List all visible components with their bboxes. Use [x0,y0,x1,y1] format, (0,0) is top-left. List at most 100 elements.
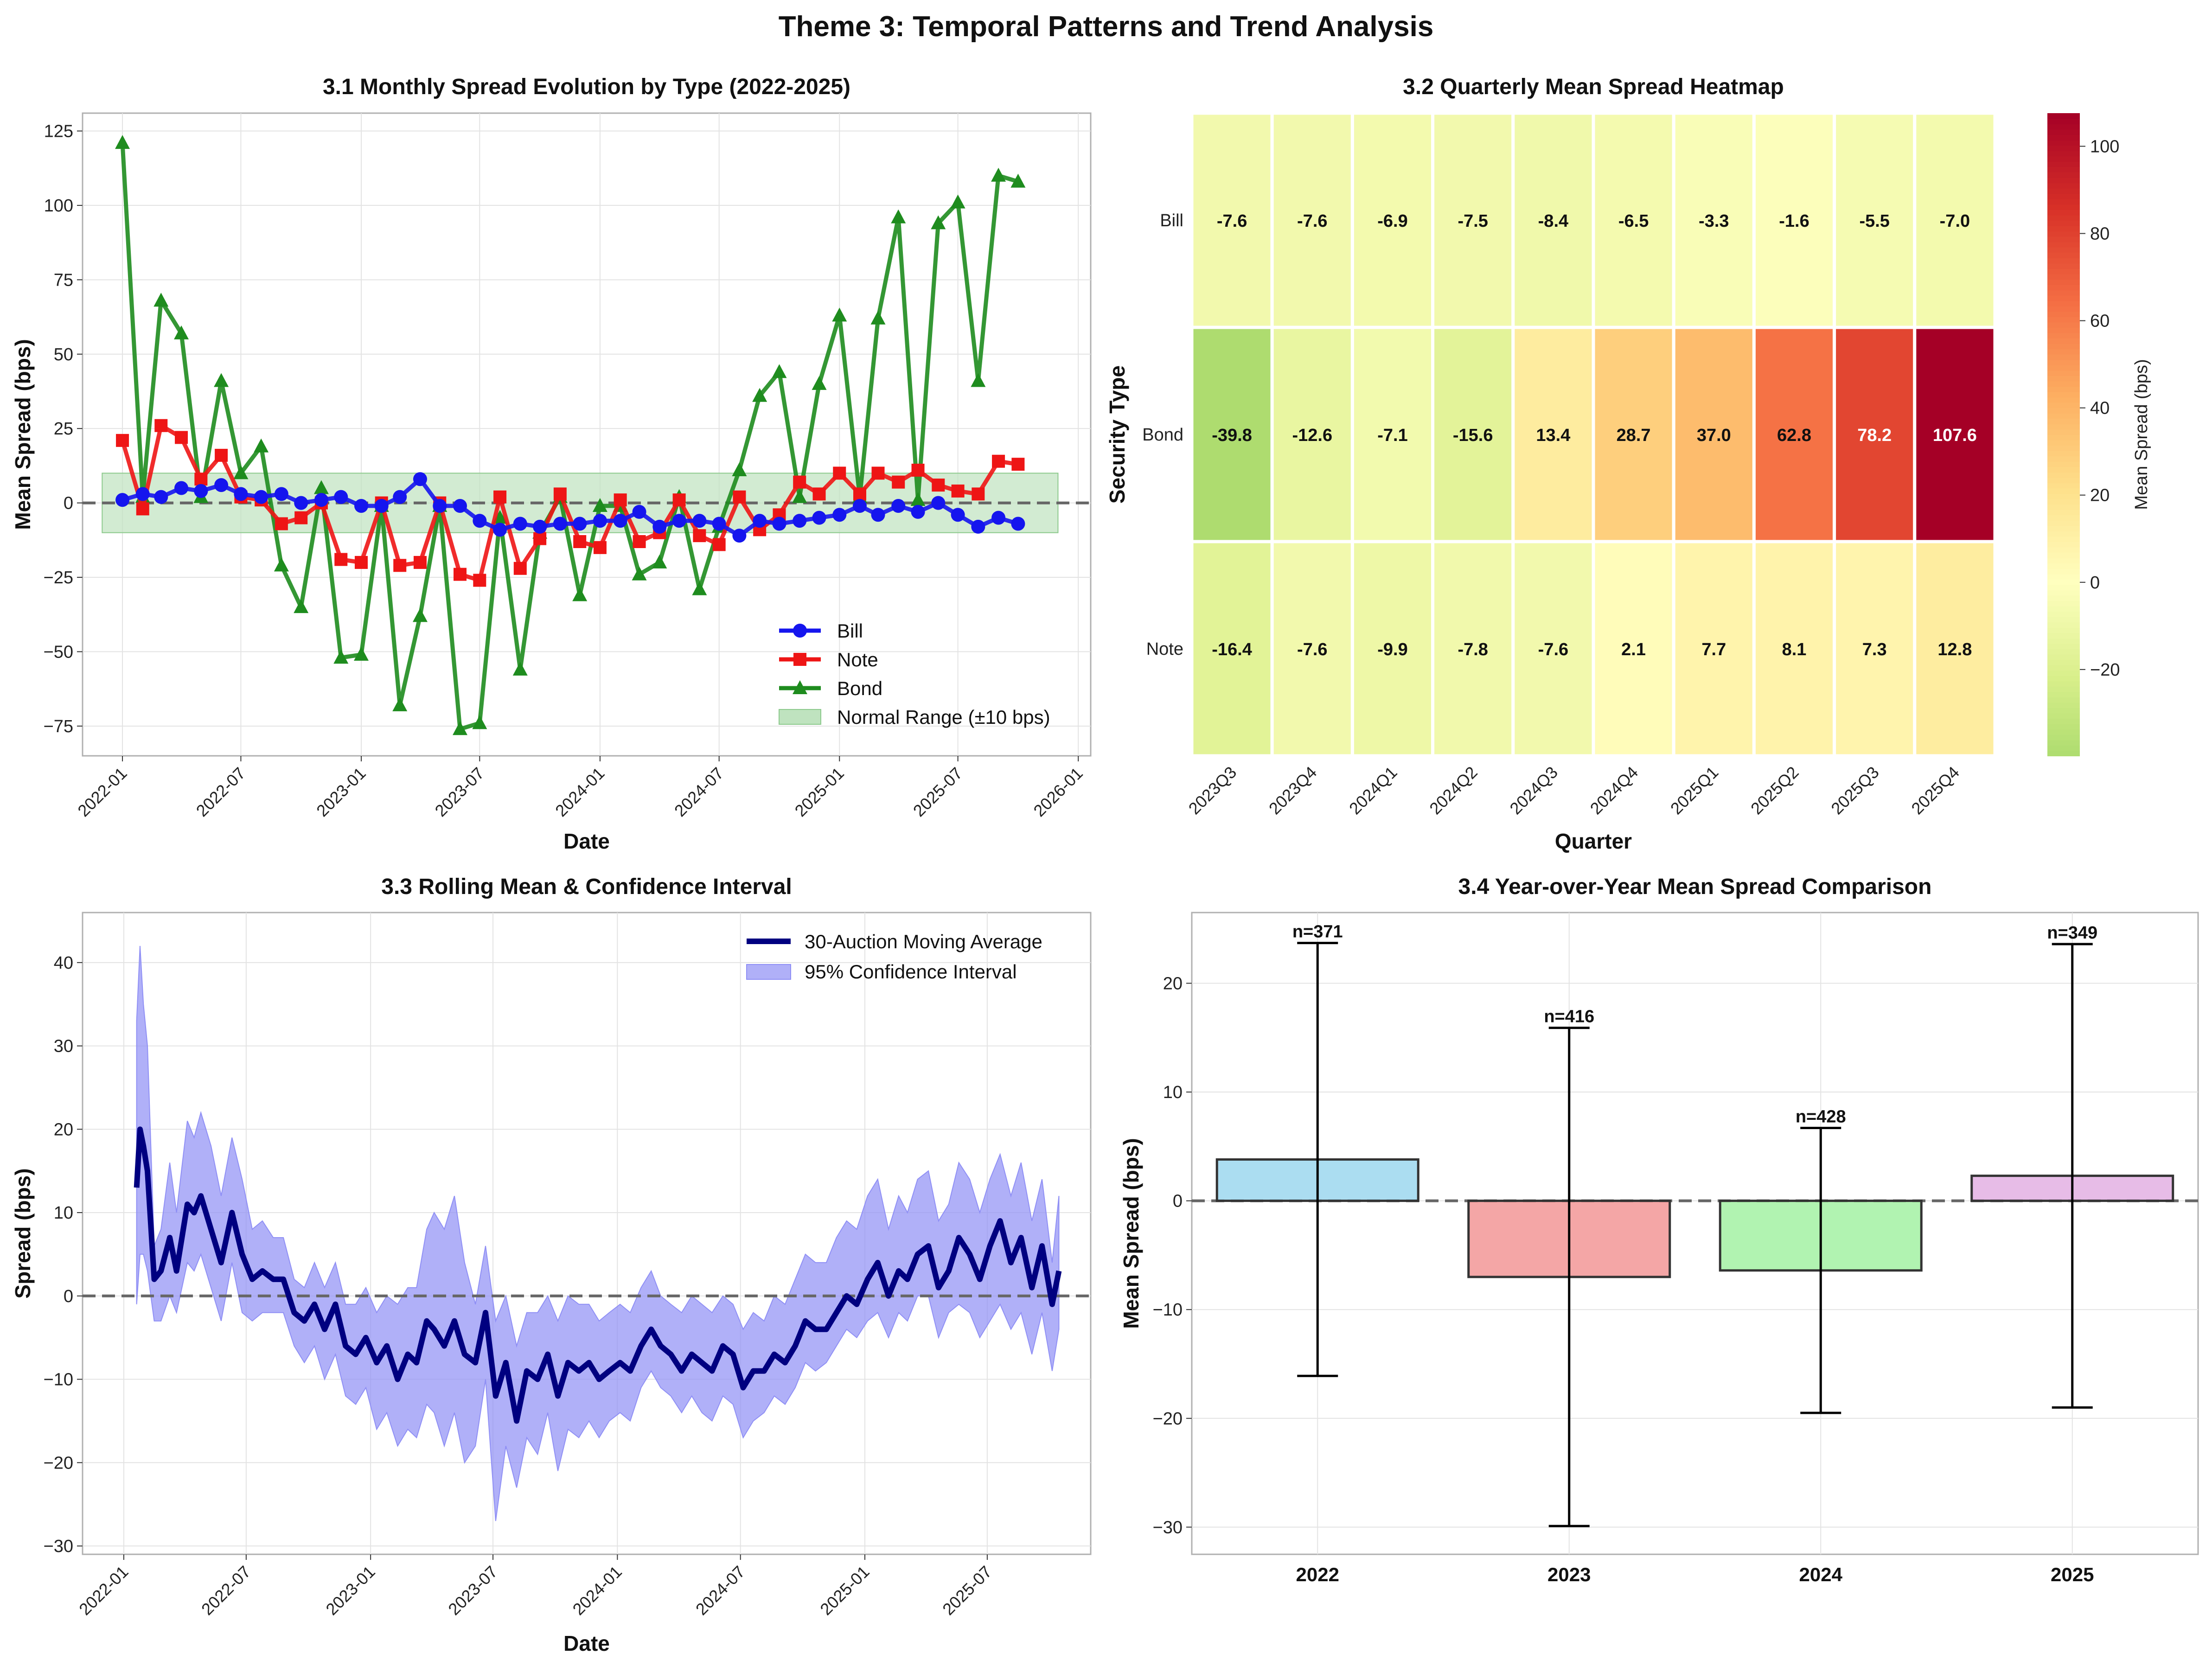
data-point-note [573,535,587,548]
colorbar-segment [2047,413,2080,419]
panel-monthly-spread: −75 −50 −25 0 25 50 75 100 125 2022-01 2022-07 2023… [11,75,1092,853]
colorbar-segment [2047,402,2080,409]
heatmap-value-label: 37.0 [1697,426,1731,445]
colorbar-segment [2047,306,2080,312]
data-point-bond [115,135,130,149]
y-tick-label: 40 [54,953,73,973]
data-point-note [992,454,1005,468]
x-tick-label: 2023 [1547,1564,1591,1585]
data-point-bill [493,523,507,537]
colorbar-segment [2047,482,2080,489]
heatmap-value-label: -7.6 [1297,211,1327,231]
heatmap-value-label: -1.6 [1779,211,1809,231]
series-line-bond [120,142,1019,731]
colorbar-segment [2047,364,2080,371]
data-point-bill [413,472,427,486]
data-point-bill [1011,517,1025,531]
data-point-bond [453,721,468,735]
data-point-bill [553,517,567,531]
panel-title: 3.2 Quarterly Mean Spread Heatmap [1403,75,1784,99]
sample-size-label: n=428 [1796,1107,1846,1126]
colorbar-segment [2047,284,2080,291]
data-point-bond [931,215,946,230]
sample-size-label: n=349 [2047,923,2097,943]
plot-frame [1191,912,2199,1555]
colorbar-segment [2047,166,2080,173]
colorbar-segment [2047,220,2080,226]
data-point-bill [652,519,667,534]
heatmap-cell [1592,540,1675,758]
y-tick-label: 10 [1163,1083,1183,1102]
y-tick-label: 125 [44,122,73,141]
data-point-bill [254,490,269,504]
data-point-note [194,473,208,486]
colorbar-segment [2047,616,2080,623]
colorbar-tick-label: −20 [2090,660,2120,680]
colorbar-segment [2047,445,2080,451]
data-point-bond [812,376,827,390]
colorbar-segment [2047,381,2080,387]
data-point-bill [593,514,607,528]
colorbar-segment [2047,349,2080,355]
colorbar-segment [2047,242,2080,248]
colorbar-segment [2047,696,2080,703]
data-point-note [871,466,885,480]
x-tick-label: 2024Q1 [1345,763,1401,818]
legend-label: Normal Range (±10 bps) [837,706,1050,728]
data-point-bill [871,508,885,522]
heatmap-value-label: -6.5 [1618,211,1649,231]
data-point-bond [891,209,906,224]
x-tick-label: 2025 [2051,1564,2094,1585]
data-point-note [393,559,407,572]
data-point-note [493,490,507,504]
y-tick-label: −50 [44,642,73,662]
data-point-note [812,487,826,501]
data-point-bill [812,511,826,525]
colorbar-segment [2047,702,2080,709]
data-point-note [733,490,746,504]
data-point-bond [214,373,229,387]
colorbar-segment [2047,391,2080,398]
colorbar-segment [2047,198,2080,205]
data-point-note [672,493,686,507]
data-point-note [614,493,627,507]
heatmap-value-label: 2.1 [1621,640,1646,659]
data-point-bill [931,496,946,510]
colorbar-segment [2047,440,2080,446]
colorbar-segment [2047,686,2080,692]
data-point-bill [314,493,328,507]
heatmap-cell [1752,540,1836,758]
data-point-bond [572,587,588,601]
y-tick-label: 20 [1163,974,1183,993]
colorbar-segment [2047,600,2080,607]
heatmap-cell [1833,540,1917,758]
colorbar-segment [2047,708,2080,714]
data-point-bond [294,599,309,613]
data-point-note [294,511,308,524]
data-point-note [334,553,348,566]
data-point-bill [473,514,487,528]
x-tick-label: 2023Q3 [1185,763,1240,818]
heatmap-value-label: -3.3 [1699,211,1729,231]
colorbar-segment [2047,300,2080,307]
colorbar-tick-label: 40 [2090,399,2110,418]
x-tick-label: 2026-01 [1029,764,1086,820]
colorbar-segment [2047,654,2080,660]
colorbar-segment [2047,542,2080,548]
heatmap-value-label: 28.7 [1617,426,1651,445]
data-point-bill [613,514,627,528]
data-point-bond [392,697,408,711]
colorbar-segment [2047,129,2080,135]
colorbar-segment [2047,204,2080,210]
colorbar-segment [2047,295,2080,301]
data-point-bill [154,490,168,504]
colorbar-segment [2047,504,2080,510]
data-point-bill [772,517,786,531]
data-point-bond [832,307,847,322]
x-tick-label: 2025-01 [816,1562,873,1619]
heatmap-cell [1913,540,1997,758]
heatmap-value-label: 12.8 [1937,640,1972,659]
colorbar-segment [2047,327,2080,333]
y-axis-label: Spread (bps) [11,1168,35,1298]
data-point-bill [753,514,767,528]
